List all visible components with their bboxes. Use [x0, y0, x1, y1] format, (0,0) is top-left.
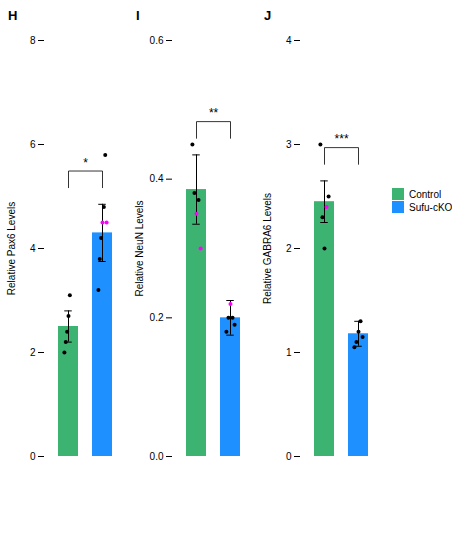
svg-text:Relative Pax6 Levels: Relative Pax6 Levels: [6, 202, 17, 295]
html-text:I: I: [136, 8, 140, 23]
svg-text:1: 1: [286, 347, 292, 358]
svg-text:4: 4: [286, 35, 292, 46]
html-text:Control: Control: [409, 188, 442, 200]
svg-text:***: ***: [335, 132, 349, 146]
svg-text:2: 2: [286, 243, 292, 254]
svg-text:8: 8: [30, 35, 36, 46]
svg-text:6: 6: [30, 139, 36, 150]
svg-text:Relative NeuN Levels: Relative NeuN Levels: [134, 200, 145, 296]
svg-text:0: 0: [30, 451, 36, 462]
svg-text:4: 4: [30, 243, 36, 254]
svg-text:0.6: 0.6: [150, 35, 164, 46]
html-text:J: J: [264, 8, 272, 23]
svg-text:0.2: 0.2: [150, 312, 164, 323]
svg-text:0.4: 0.4: [150, 173, 164, 184]
svg-text:Relative GABRA6 Levels: Relative GABRA6 Levels: [262, 193, 273, 304]
svg-text:*: *: [83, 156, 88, 170]
svg-text:2: 2: [30, 347, 36, 358]
html-text:H: H: [8, 8, 18, 23]
svg-text:**: **: [209, 106, 219, 120]
svg-text:0.0: 0.0: [150, 451, 164, 462]
svg-text:0: 0: [286, 451, 292, 462]
html-text:Sufu-cKO: Sufu-cKO: [409, 201, 453, 213]
svg-text:3: 3: [286, 139, 292, 150]
